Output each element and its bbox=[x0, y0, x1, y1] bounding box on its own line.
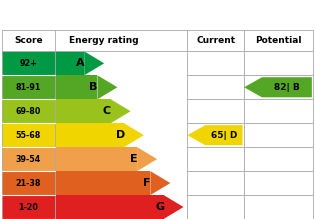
Text: 1-20: 1-20 bbox=[18, 203, 38, 212]
Text: 81-91: 81-91 bbox=[16, 83, 41, 92]
Text: F: F bbox=[143, 178, 150, 188]
Bar bbox=[55, 147, 137, 171]
Text: B: B bbox=[89, 82, 98, 92]
Bar bbox=[187, 123, 244, 147]
Bar bbox=[2, 51, 55, 219]
Bar bbox=[2, 75, 55, 99]
Bar bbox=[187, 171, 244, 195]
Bar bbox=[55, 195, 163, 219]
Polygon shape bbox=[137, 147, 157, 171]
Text: 65| D: 65| D bbox=[211, 131, 237, 140]
Text: C: C bbox=[103, 106, 111, 116]
Polygon shape bbox=[163, 195, 184, 219]
Bar bbox=[2, 195, 55, 219]
Text: Current: Current bbox=[196, 36, 235, 45]
Bar bbox=[2, 51, 55, 75]
Bar bbox=[244, 171, 313, 195]
Polygon shape bbox=[84, 51, 104, 75]
Text: 39-54: 39-54 bbox=[16, 155, 41, 164]
Text: 69-80: 69-80 bbox=[16, 107, 41, 116]
Bar bbox=[187, 99, 244, 123]
Bar bbox=[187, 147, 244, 171]
Text: 55-68: 55-68 bbox=[16, 131, 41, 140]
Bar bbox=[55, 75, 97, 99]
Bar bbox=[55, 123, 124, 147]
Text: E: E bbox=[129, 154, 137, 164]
Text: Score: Score bbox=[14, 36, 43, 45]
Polygon shape bbox=[97, 75, 117, 99]
Bar bbox=[55, 99, 111, 123]
Bar bbox=[2, 147, 55, 171]
Bar bbox=[244, 147, 313, 171]
Text: 92+: 92+ bbox=[20, 59, 37, 68]
Bar bbox=[244, 99, 313, 123]
Text: D: D bbox=[116, 130, 125, 140]
Bar bbox=[187, 75, 244, 99]
Text: 21-38: 21-38 bbox=[16, 178, 41, 188]
Text: Energy rating: Energy rating bbox=[69, 36, 139, 45]
Bar bbox=[244, 123, 313, 147]
Polygon shape bbox=[187, 125, 243, 145]
Bar bbox=[187, 195, 244, 219]
Polygon shape bbox=[111, 99, 131, 123]
Bar bbox=[55, 171, 150, 195]
Bar bbox=[187, 51, 244, 75]
Polygon shape bbox=[124, 123, 144, 147]
Bar bbox=[2, 171, 55, 195]
Text: Potential: Potential bbox=[255, 36, 302, 45]
Text: A: A bbox=[76, 58, 85, 68]
Polygon shape bbox=[244, 77, 312, 97]
Bar bbox=[55, 51, 84, 75]
Text: G: G bbox=[155, 202, 164, 212]
Polygon shape bbox=[150, 171, 170, 195]
Bar bbox=[244, 75, 313, 99]
Bar bbox=[244, 51, 313, 75]
Bar bbox=[244, 195, 313, 219]
Bar bbox=[2, 123, 55, 147]
Text: Energy Efficiency Rating: Energy Efficiency Rating bbox=[8, 10, 191, 23]
Bar bbox=[2, 99, 55, 123]
Text: 82| B: 82| B bbox=[274, 83, 300, 92]
Bar bbox=[2, 30, 313, 51]
